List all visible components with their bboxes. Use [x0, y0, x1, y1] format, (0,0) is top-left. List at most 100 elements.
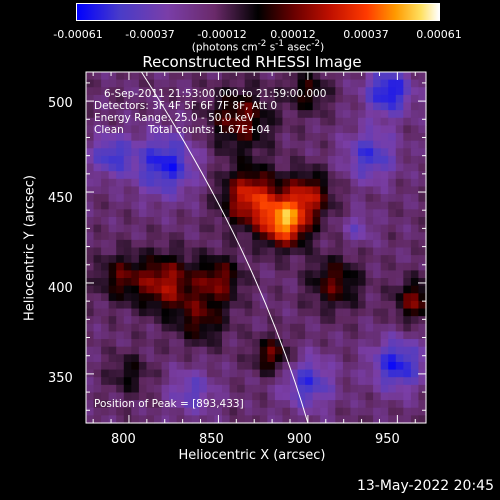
heatmap-cell	[222, 293, 231, 302]
heatmap-cell	[161, 361, 170, 371]
heatmap-cell	[123, 384, 132, 394]
heatmap-cell	[320, 110, 329, 119]
heatmap-cell	[267, 155, 276, 165]
peak-position-text: Position of Peak = [893,433]	[94, 398, 244, 410]
heatmap-cell	[267, 125, 276, 134]
heatmap-cell	[123, 117, 132, 127]
heatmap-cell	[244, 384, 253, 394]
heatmap-cell	[380, 178, 389, 188]
heatmap-cell	[131, 323, 140, 333]
heatmap-cell	[123, 407, 132, 416]
heatmap-cell	[365, 163, 374, 172]
heatmap-cell	[365, 285, 374, 294]
heatmap-cell	[169, 247, 178, 256]
heatmap-cell	[373, 209, 382, 218]
heatmap-cell	[410, 163, 420, 172]
heatmap-cell	[259, 308, 268, 317]
heatmap-cell	[282, 308, 291, 317]
heatmap-cell	[222, 110, 231, 119]
heatmap-cell	[116, 384, 125, 394]
heatmap-cell	[101, 300, 110, 310]
heatmap-cell	[403, 140, 412, 149]
heatmap-cell	[146, 270, 155, 279]
heatmap-cell	[365, 361, 374, 371]
heatmap-cell	[350, 163, 359, 172]
heatmap-cell	[108, 140, 117, 149]
heatmap-cell	[252, 255, 261, 264]
heatmap-cell	[244, 117, 253, 127]
heatmap-cell	[229, 262, 238, 271]
heatmap-cell	[222, 194, 231, 203]
heatmap-cell	[290, 346, 299, 355]
heatmap-cell	[358, 415, 367, 424]
heatmap-cell	[290, 155, 299, 165]
heatmap-cell	[86, 148, 95, 157]
heatmap-cell	[395, 110, 404, 119]
heatmap-cell	[297, 239, 306, 249]
heatmap-cell	[184, 293, 193, 302]
heatmap-cell	[101, 339, 110, 348]
heatmap-cell	[191, 224, 200, 233]
heatmap-cell	[312, 79, 321, 88]
heatmap-cell	[335, 255, 344, 264]
heatmap-cell	[206, 133, 216, 142]
heatmap-cell	[101, 239, 110, 249]
heatmap-cell	[176, 186, 185, 195]
heatmap-cell	[259, 163, 268, 172]
heatmap-cell	[252, 87, 261, 96]
heatmap-cell	[161, 94, 170, 104]
heatmap-cell	[191, 415, 200, 424]
heatmap-cell	[290, 163, 299, 172]
heatmap-cell	[116, 194, 125, 203]
heatmap-cell	[161, 186, 170, 195]
heatmap-cell	[169, 285, 178, 294]
heatmap-cell	[244, 171, 253, 180]
heatmap-cell	[282, 239, 291, 249]
heatmap-cell	[350, 87, 359, 96]
heatmap-cell	[305, 87, 314, 96]
heatmap-cell	[108, 308, 117, 317]
heatmap-cell	[395, 346, 404, 355]
heatmap-cell	[380, 293, 389, 302]
heatmap-cell	[395, 369, 404, 378]
heatmap-cell	[342, 369, 352, 378]
heatmap-cell	[358, 346, 367, 355]
heatmap-cell	[410, 155, 420, 165]
heatmap-cell	[252, 262, 261, 271]
heatmap-cell	[388, 361, 397, 371]
heatmap-cell	[282, 247, 291, 256]
heatmap-cell	[305, 300, 314, 310]
heatmap-cell	[161, 308, 170, 317]
heatmap-cell	[358, 224, 367, 233]
heatmap-cell	[418, 178, 427, 188]
heatmap-cell	[184, 361, 193, 371]
heatmap-cell	[350, 140, 359, 149]
heatmap-cell	[267, 247, 276, 256]
heatmap-cell	[154, 102, 163, 111]
heatmap-cell	[312, 194, 321, 203]
heatmap-cell	[146, 133, 155, 142]
heatmap-cell	[297, 300, 306, 310]
heatmap-cell	[418, 72, 427, 81]
heatmap-cell	[327, 117, 336, 127]
heatmap-cell	[237, 117, 246, 127]
heatmap-cell	[154, 110, 163, 119]
heatmap-cell	[206, 323, 216, 333]
heatmap-cell	[244, 262, 253, 271]
heatmap-cell	[259, 361, 268, 371]
heatmap-cell	[244, 224, 253, 233]
heatmap-cell	[116, 110, 125, 119]
heatmap-cell	[206, 247, 216, 256]
heatmap-cell	[358, 186, 367, 195]
heatmap-cell	[184, 209, 193, 218]
heatmap-cell	[161, 270, 170, 279]
heatmap-cell	[131, 361, 140, 371]
heatmap-cell	[229, 140, 238, 149]
heatmap-cell	[101, 117, 110, 127]
heatmap-cell	[199, 346, 208, 355]
heatmap-cell	[244, 178, 253, 188]
heatmap-cell	[154, 339, 163, 348]
heatmap-cell	[388, 285, 397, 294]
heatmap-cell	[222, 133, 231, 142]
heatmap-cell	[191, 331, 200, 340]
